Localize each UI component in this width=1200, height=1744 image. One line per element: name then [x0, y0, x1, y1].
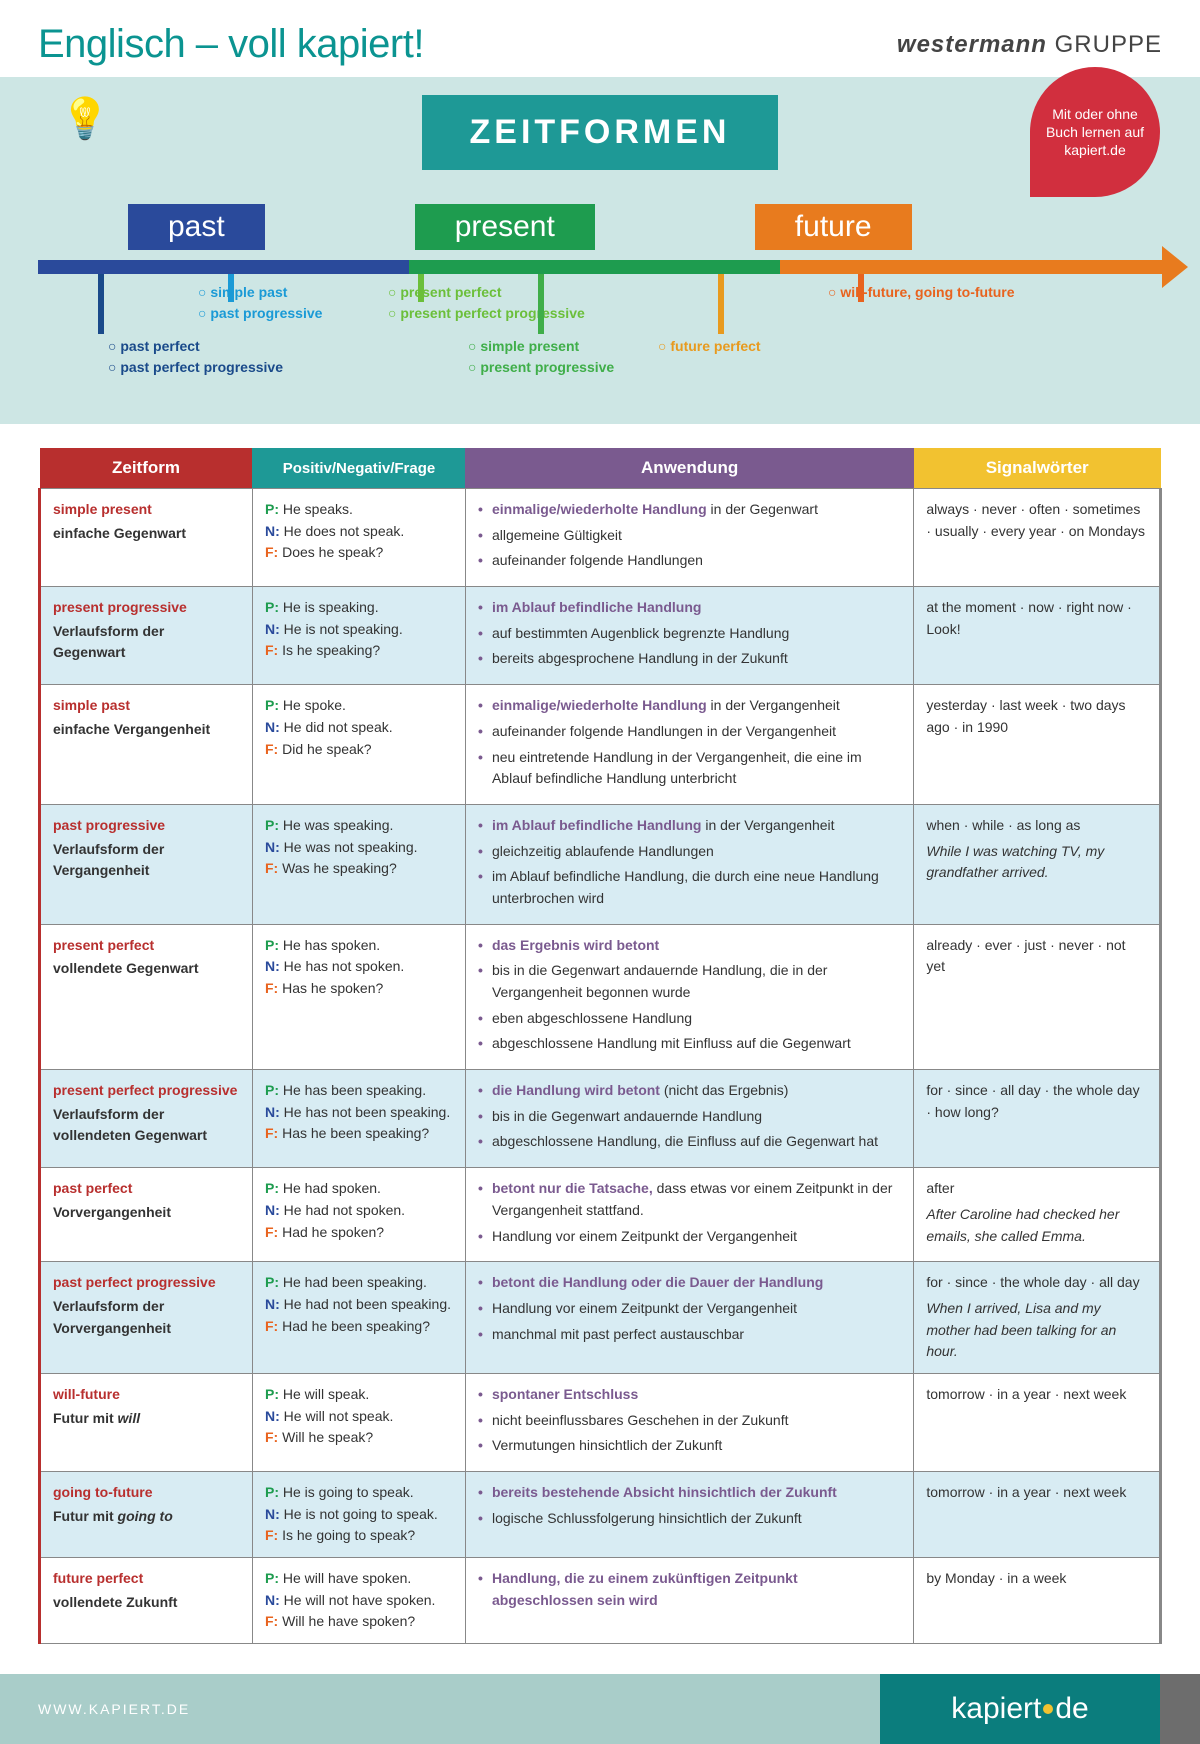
cell-zeitform: past perfectVorvergangenheit [40, 1168, 253, 1262]
cell-anwendung: im Ablauf befindliche Handlung in der Ve… [465, 804, 913, 924]
section-title-box: ZEITFORMEN [422, 95, 779, 170]
tick-simple-present [538, 274, 544, 334]
cell-signal: tomorrow · in a year · next week [914, 1373, 1161, 1471]
table-row: present perfectvollendete GegenwartHe ha… [40, 924, 1161, 1069]
cell-zeitform: present perfectvollendete Gegenwart [40, 924, 253, 1069]
page-title: Englisch – voll kapiert! [38, 22, 424, 67]
th-zeitform: Zeitform [40, 448, 253, 489]
cell-anwendung: betont die Handlung oder die Dauer der H… [465, 1262, 913, 1374]
table-row: past perfectVorvergangenheitHe had spoke… [40, 1168, 1161, 1262]
cell-pnf: He spoke.He did not speak.Did he speak? [252, 685, 465, 805]
cell-pnf: He will speak.He will not speak.Will he … [252, 1373, 465, 1471]
table-row: going to-futureFutur mit going toHe is g… [40, 1472, 1161, 1558]
cell-anwendung: das Ergebnis wird betontbis in die Gegen… [465, 924, 913, 1069]
cell-signal: yesterday · last week · two days ago · i… [914, 685, 1161, 805]
th-pnf: Positiv/Negativ/Frage [252, 448, 465, 489]
table-row: present perfect progressiveVerlaufsform … [40, 1070, 1161, 1168]
timeline-arrow [38, 260, 1162, 274]
cell-zeitform: will-futureFutur mit will [40, 1373, 253, 1471]
cell-pnf: He is speaking.He is not speaking.Is he … [252, 587, 465, 685]
cell-zeitform: future perfectvollendete Zukunft [40, 1558, 253, 1644]
cell-anwendung: Handlung, die zu einem zukünftigen Zeitp… [465, 1558, 913, 1644]
cell-signal: already · ever · just · never · not yet [914, 924, 1161, 1069]
th-signal: Signalwörter [914, 448, 1161, 489]
cell-signal: at the moment · now · right now · Look! [914, 587, 1161, 685]
footer-logo: kapiert de [880, 1674, 1160, 1744]
tick-label-future-perfect: future perfect [658, 336, 761, 357]
hero-section: 💡 Mit oder ohne Buch lernen auf kapiert.… [0, 77, 1200, 424]
brand-logo: westermann GRUPPE [897, 31, 1162, 59]
cell-pnf: He is going to speak.He is not going to … [252, 1472, 465, 1558]
cell-pnf: He had spoken.He had not spoken.Had he s… [252, 1168, 465, 1262]
label-future: future [755, 204, 912, 250]
brand-light: GRUPPE [1047, 31, 1162, 58]
tick-label-will-future: will-future, going to-future [828, 282, 1015, 303]
cell-anwendung: im Ablauf befindliche Handlungauf bestim… [465, 587, 913, 685]
table-row: simple presenteinfache GegenwartHe speak… [40, 489, 1161, 587]
table-row: simple pasteinfache VergangenheitHe spok… [40, 685, 1161, 805]
segment-future [780, 260, 1162, 274]
timeline-ticks: past perfect past perfect progressive si… [38, 274, 1162, 384]
cell-signal: afterAfter Caroline had checked her emai… [914, 1168, 1161, 1262]
cell-zeitform: present perfect progressiveVerlaufsform … [40, 1070, 253, 1168]
cell-pnf: He was speaking.He was not speaking.Was … [252, 804, 465, 924]
tick-label-simple-present: simple present present progressive [468, 336, 614, 378]
table-header-row: Zeitform Positiv/Negativ/Frage Anwendung… [40, 448, 1161, 489]
cell-anwendung: einmalige/wiederholte Handlung in der Ve… [465, 685, 913, 805]
cell-zeitform: present progressiveVerlaufsform der Gege… [40, 587, 253, 685]
th-anwendung: Anwendung [465, 448, 913, 489]
lightbulb-icon: 💡 [60, 95, 110, 142]
cell-signal: tomorrow · in a year · next week [914, 1472, 1161, 1558]
cell-signal: for · since · the whole day · all dayWhe… [914, 1262, 1161, 1374]
footer-logo-b: de [1055, 1692, 1088, 1726]
footer-url: WWW.KAPIERT.DE [0, 1674, 880, 1744]
promo-badge: Mit oder ohne Buch lernen auf kapiert.de [1030, 67, 1160, 197]
time-axis-labels: past present future [38, 204, 1162, 250]
segment-past [38, 260, 409, 274]
cell-anwendung: bereits bestehende Absicht hinsichtlich … [465, 1472, 913, 1558]
cell-zeitform: going to-futureFutur mit going to [40, 1472, 253, 1558]
brand-bold: westermann [897, 31, 1047, 58]
tick-past-perfect [98, 274, 104, 334]
cell-anwendung: spontaner Entschlussnicht beeinflussbare… [465, 1373, 913, 1471]
cell-anwendung: die Handlung wird betont (nicht das Erge… [465, 1070, 913, 1168]
cell-zeitform: past perfect progressiveVerlaufsform der… [40, 1262, 253, 1374]
table-row: past perfect progressiveVerlaufsform der… [40, 1262, 1161, 1374]
tick-label-present-perfect: present perfect present perfect progress… [388, 282, 585, 324]
table-row: present progressiveVerlaufsform der Gege… [40, 587, 1161, 685]
table-row: past progressiveVerlaufsform der Vergang… [40, 804, 1161, 924]
cell-pnf: He has spoken.He has not spoken.Has he s… [252, 924, 465, 1069]
cell-pnf: He will have spoken.He will not have spo… [252, 1558, 465, 1644]
cell-pnf: He had been speaking.He had not been spe… [252, 1262, 465, 1374]
label-present: present [415, 204, 595, 250]
cell-zeitform: simple pasteinfache Vergangenheit [40, 685, 253, 805]
segment-present [409, 260, 780, 274]
cell-anwendung: einmalige/wiederholte Handlung in der Ge… [465, 489, 913, 587]
dot-icon [1043, 1704, 1053, 1714]
cell-signal: when · while · as long asWhile I was wat… [914, 804, 1161, 924]
cell-zeitform: simple presenteinfache Gegenwart [40, 489, 253, 587]
header: Englisch – voll kapiert! westermann GRUP… [0, 0, 1200, 77]
cell-anwendung: betont nur die Tatsache, dass etwas vor … [465, 1168, 913, 1262]
cell-pnf: He speaks.He does not speak.Does he spea… [252, 489, 465, 587]
tick-label-past-perfect: past perfect past perfect progressive [108, 336, 283, 378]
cell-zeitform: past progressiveVerlaufsform der Vergang… [40, 804, 253, 924]
table-row: will-futureFutur mit willHe will speak.H… [40, 1373, 1161, 1471]
table-row: future perfectvollendete ZukunftHe will … [40, 1558, 1161, 1644]
footer-spacer [1160, 1674, 1200, 1744]
footer: WWW.KAPIERT.DE kapiert de [0, 1674, 1200, 1744]
label-past: past [128, 204, 265, 250]
tick-label-simple-past: simple past past progressive [198, 282, 322, 324]
cell-pnf: He has been speaking.He has not been spe… [252, 1070, 465, 1168]
footer-logo-a: kapiert [951, 1692, 1041, 1726]
cell-signal: by Monday · in a week [914, 1558, 1161, 1644]
tense-table: Zeitform Positiv/Negativ/Frage Anwendung… [38, 448, 1162, 1644]
cell-signal: for · since · all day · the whole day · … [914, 1070, 1161, 1168]
tick-future-perfect [718, 274, 724, 334]
cell-signal: always · never · often · sometimes · usu… [914, 489, 1161, 587]
